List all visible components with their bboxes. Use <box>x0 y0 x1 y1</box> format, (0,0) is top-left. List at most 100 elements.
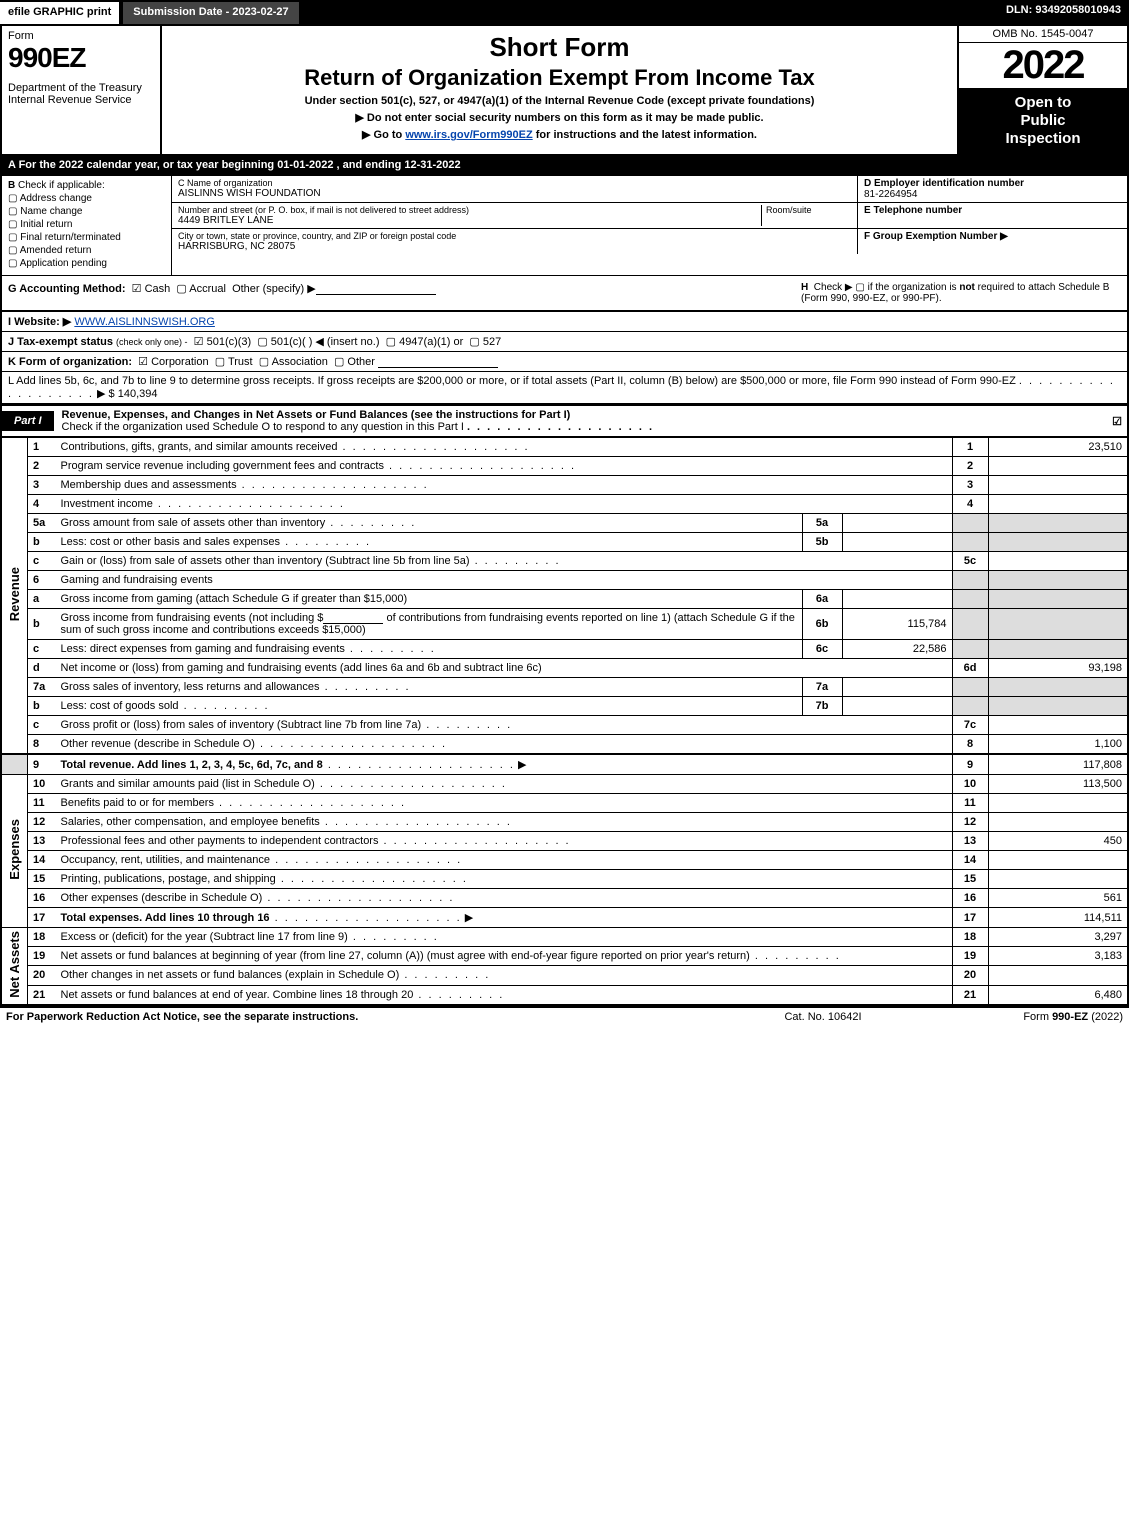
line-7b-sb: 7b <box>802 697 842 716</box>
section-cde-wrap: C Name of organization AISLINNS WISH FOU… <box>172 176 1127 275</box>
line-16-num: 16 <box>28 889 56 908</box>
line-6c-text: Less: direct expenses from gaming and fu… <box>61 643 345 655</box>
c-name-cell: C Name of organization AISLINNS WISH FOU… <box>172 176 857 202</box>
j-501c[interactable]: ▢ 501(c)( ) ◀ (insert no.) <box>257 336 379 348</box>
b-opt-final[interactable]: ▢ Final return/terminated <box>8 232 165 243</box>
b-opt-name[interactable]: ▢ Name change <box>8 206 165 217</box>
line-6d-num: d <box>28 659 56 678</box>
j-527[interactable]: ▢ 527 <box>469 336 501 348</box>
line-21-amt: 6,480 <box>988 985 1128 1005</box>
dln-label: DLN: <box>1006 4 1035 16</box>
line-18-amt: 3,297 <box>988 928 1128 947</box>
form-header-left: Form 990EZ Department of the Treasury In… <box>2 26 162 154</box>
line-13-text: Professional fees and other payments to … <box>61 835 379 847</box>
dots-icon <box>270 854 462 866</box>
line-14-text: Occupancy, rent, utilities, and maintena… <box>61 854 271 866</box>
line-6b-blank[interactable] <box>323 612 383 624</box>
g-cash-check[interactable]: ☑ <box>132 283 142 295</box>
irs-link[interactable]: www.irs.gov/Form990EZ <box>405 129 532 141</box>
b-label: B <box>8 180 15 191</box>
part-1-header: Part I Revenue, Expenses, and Changes in… <box>0 405 1129 438</box>
line-6-shade <box>952 571 988 590</box>
form-subtitle: Under section 501(c), 527, or 4947(a)(1)… <box>170 95 949 107</box>
side-expenses: Expenses <box>1 775 28 928</box>
submission-date-value: 2023-02-27 <box>232 6 288 18</box>
section-j: J Tax-exempt status (check only one) - ☑… <box>0 332 1129 352</box>
b-opt-pending[interactable]: ▢ Application pending <box>8 258 165 269</box>
line-15-desc: Printing, publications, postage, and shi… <box>56 870 953 889</box>
side-revenue-label: Revenue <box>7 567 22 621</box>
line-5b-desc: Less: cost or other basis and sales expe… <box>56 533 803 552</box>
dots-icon <box>262 892 454 904</box>
line-9-desc: Total revenue. Add lines 1, 2, 3, 4, 5c,… <box>56 754 953 775</box>
bullet-goto-pre: ▶ Go to <box>362 129 405 141</box>
line-2-desc: Program service revenue including govern… <box>56 457 953 476</box>
dots-icon <box>153 498 345 510</box>
line-6: 6 Gaming and fundraising events <box>1 571 1128 590</box>
b-opt-address[interactable]: ▢ Address change <box>8 193 165 204</box>
tax-year: 2022 <box>959 43 1127 88</box>
row-street: Number and street (or P. O. box, if mail… <box>172 203 1127 229</box>
g-other-blank[interactable] <box>316 283 436 295</box>
line-13: 13 Professional fees and other payments … <box>1 832 1128 851</box>
line-8-amt: 1,100 <box>988 735 1128 755</box>
k-trust[interactable]: ▢ Trust <box>215 356 253 368</box>
line-9-lineno: 9 <box>952 754 988 775</box>
dots-icon <box>378 835 570 847</box>
line-18-text: Excess or (deficit) for the year (Subtra… <box>61 931 348 943</box>
f-group-label: F Group Exemption Number ▶ <box>864 231 1121 242</box>
form-header-mid: Short Form Return of Organization Exempt… <box>162 26 957 154</box>
line-7c-desc: Gross profit or (loss) from sales of inv… <box>56 716 953 735</box>
line-4-amt <box>988 495 1128 514</box>
j-501c3[interactable]: ☑ 501(c)(3) <box>194 336 252 348</box>
k-corporation[interactable]: ☑ Corporation <box>138 356 208 368</box>
line-9: 9 Total revenue. Add lines 1, 2, 3, 4, 5… <box>1 754 1128 775</box>
dln: DLN: 93492058010943 <box>998 0 1129 26</box>
l-amt: 140,394 <box>118 388 158 400</box>
line-6a-shade-amt <box>988 590 1128 609</box>
g-other: Other (specify) ▶ <box>232 283 316 295</box>
line-17-amt: 114,511 <box>988 908 1128 928</box>
k-association[interactable]: ▢ Association <box>259 356 328 368</box>
line-16: 16 Other expenses (describe in Schedule … <box>1 889 1128 908</box>
c-street-label: Number and street (or P. O. box, if mail… <box>178 205 761 215</box>
k-other[interactable]: ▢ Other <box>334 356 375 368</box>
c-name-value: AISLINNS WISH FOUNDATION <box>178 188 851 199</box>
line-7b-desc: Less: cost of goods sold <box>56 697 803 716</box>
line-19-amt: 3,183 <box>988 947 1128 966</box>
j-sub: (check only one) - <box>116 337 188 347</box>
dots-icon <box>384 460 576 472</box>
dept-treasury: Department of the Treasury <box>8 82 154 94</box>
line-11-num: 11 <box>28 794 56 813</box>
b-opt-initial[interactable]: ▢ Initial return <box>8 219 165 230</box>
b-opt-amended[interactable]: ▢ Amended return <box>8 245 165 256</box>
line-21-lineno: 21 <box>952 985 988 1005</box>
side-revenue: Revenue <box>1 438 28 754</box>
line-5b: b Less: cost or other basis and sales ex… <box>1 533 1128 552</box>
line-8-num: 8 <box>28 735 56 755</box>
topbar-spacer <box>301 0 998 26</box>
i-website-link[interactable]: WWW.AISLINNSWISH.ORG <box>74 316 215 328</box>
j-4947[interactable]: ▢ 4947(a)(1) or <box>386 336 464 348</box>
part-1-check-text: Check if the organization used Schedule … <box>62 421 464 433</box>
line-8: 8 Other revenue (describe in Schedule O)… <box>1 735 1128 755</box>
line-1: Revenue 1 Contributions, gifts, grants, … <box>1 438 1128 457</box>
l-text: L Add lines 5b, 6c, and 7b to line 9 to … <box>8 375 1016 387</box>
line-7a-shade-amt <box>988 678 1128 697</box>
g-accounting: G Accounting Method: ☑ Cash ▢ Accrual Ot… <box>8 282 801 304</box>
b-opt-address-label: Address change <box>20 193 92 204</box>
open-line-1: Open to <box>963 94 1123 112</box>
line-5c-text: Gain or (loss) from sale of assets other… <box>61 555 470 567</box>
line-19-text: Net assets or fund balances at beginning… <box>61 950 750 962</box>
g-label: G Accounting Method: <box>8 283 126 295</box>
b-opt-pending-label: Application pending <box>20 258 107 269</box>
line-6a-num: a <box>28 590 56 609</box>
line-5b-sv <box>842 533 952 552</box>
bullet-goto-post: for instructions and the latest informat… <box>533 129 757 141</box>
line-11: 11 Benefits paid to or for members 11 <box>1 794 1128 813</box>
k-other-blank[interactable] <box>378 356 498 368</box>
d-ein-value: 81-2264954 <box>864 189 1121 200</box>
line-5b-text: Less: cost or other basis and sales expe… <box>61 536 281 548</box>
line-9-num: 9 <box>28 754 56 775</box>
part-1-checkbox[interactable]: ☑ <box>1107 415 1127 428</box>
